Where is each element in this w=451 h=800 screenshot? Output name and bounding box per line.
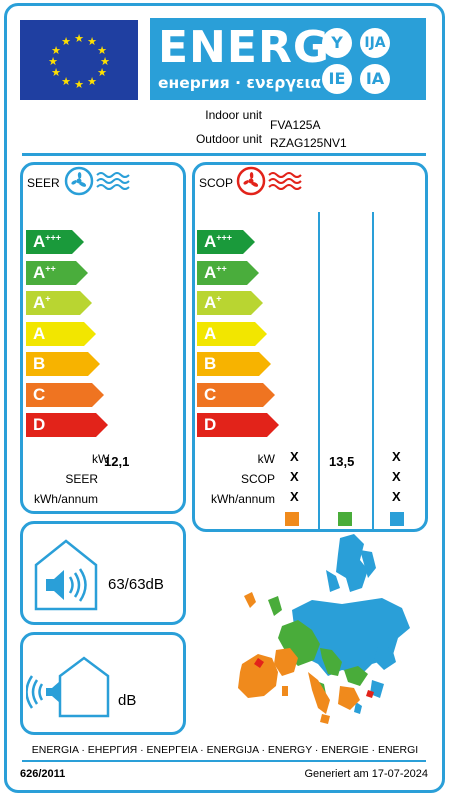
energy-header: ENERG енергия · ενεργεια Y IJA IE IA (150, 18, 426, 100)
seer-kw-label: kW (92, 452, 110, 466)
colder-kw-x: X (392, 449, 401, 464)
svg-text:★: ★ (87, 76, 97, 88)
svg-text:★: ★ (51, 67, 61, 79)
outdoor-noise-panel (20, 632, 186, 735)
svg-text:★: ★ (61, 76, 71, 88)
indoor-unit-value: FVA125A (270, 118, 321, 132)
scop-label: SCOP (240, 472, 275, 486)
energy-subtitle: енергия · ενεργεια (158, 74, 322, 92)
zone-divider-2 (372, 212, 374, 530)
average-zone-swatch (338, 512, 352, 526)
seer-kw-value: 12,1 (104, 454, 130, 469)
footer-divider (22, 760, 426, 762)
svg-text:★: ★ (61, 36, 71, 48)
seer-class-bar: A+++ (26, 230, 84, 254)
seer-class-bar: A (26, 321, 96, 346)
language-circle-ia: IA (360, 64, 390, 94)
svg-text:★: ★ (100, 56, 110, 68)
warmer-energy-x: X (290, 489, 299, 504)
seer-label: SEER (65, 472, 98, 486)
indoor-noise-value: 63/63dB (108, 576, 164, 593)
svg-text:★: ★ (48, 56, 58, 68)
indoor-unit-label: Indoor unit (205, 108, 262, 122)
svg-text:★: ★ (51, 45, 61, 57)
scop-class-bar: B (197, 352, 271, 376)
europe-climate-map-icon (222, 530, 422, 740)
outdoor-unit-value: RZAG125NV1 (270, 136, 347, 150)
seer-class-bar: D (26, 413, 108, 437)
svg-text:★: ★ (87, 36, 97, 48)
outdoor-speaker-icon (25, 652, 116, 727)
eu-flag-icon: ★ ★ ★ ★ ★ ★ ★ ★ ★ ★ ★ ★ (20, 20, 138, 100)
scop-class-bar: D (197, 413, 279, 437)
scop-kw-label: kW (257, 452, 275, 466)
footer-languages: ENERGIA · ЕНЕРГИЯ · ΕΝΕΡΓΕΙΑ · ENERGIJA … (31, 744, 419, 756)
warmer-kw-x: X (290, 449, 299, 464)
scop-class-bar: A++ (197, 260, 259, 285)
warmer-zone-swatch (285, 512, 299, 526)
language-circle-ie: IE (322, 64, 352, 94)
svg-text:★: ★ (97, 67, 107, 79)
colder-energy-x: X (392, 489, 401, 504)
seer-panel (20, 162, 186, 514)
colder-zone-swatch (390, 512, 404, 526)
scop-class-bar: C (197, 382, 275, 407)
scop-class-bar: A+ (197, 291, 263, 315)
heating-fan-icon (236, 166, 308, 201)
average-kw-value: 13,5 (329, 454, 355, 469)
generated-date: Generiert am 17-07-2024 (304, 768, 428, 780)
scop-title: SCOP (199, 176, 234, 190)
scop-class-bar: A (197, 321, 267, 346)
seer-class-bar: B (26, 352, 100, 376)
svg-text:★: ★ (74, 33, 84, 45)
scop-class-bar: A+++ (197, 230, 255, 254)
seer-title: SEER (27, 176, 60, 190)
seer-class-bar: C (26, 382, 104, 407)
cooling-fan-icon (64, 166, 136, 201)
colder-scop-x: X (392, 469, 401, 484)
scop-energy-label: kWh/annum (210, 492, 275, 506)
header-divider (22, 153, 426, 156)
outdoor-unit-label: Outdoor unit (195, 132, 262, 146)
regulation-number: 626/2011 (20, 768, 66, 780)
zone-divider-1 (318, 212, 320, 530)
seer-class-bar: A+ (26, 291, 92, 315)
svg-text:★: ★ (74, 79, 84, 91)
scop-panel (192, 162, 428, 532)
energy-word: ENERG (158, 22, 330, 73)
seer-class-bar: A++ (26, 260, 88, 285)
seer-energy-label: kWh/annum (33, 492, 98, 506)
indoor-noise-panel (20, 521, 186, 625)
language-circle-y: Y (322, 28, 352, 58)
svg-text:★: ★ (97, 45, 107, 57)
energy-label-frame (4, 3, 445, 793)
language-circle-ija: IJA (360, 28, 390, 58)
indoor-speaker-icon (30, 535, 100, 620)
outdoor-noise-value: dB (118, 692, 137, 709)
warmer-scop-x: X (290, 469, 299, 484)
